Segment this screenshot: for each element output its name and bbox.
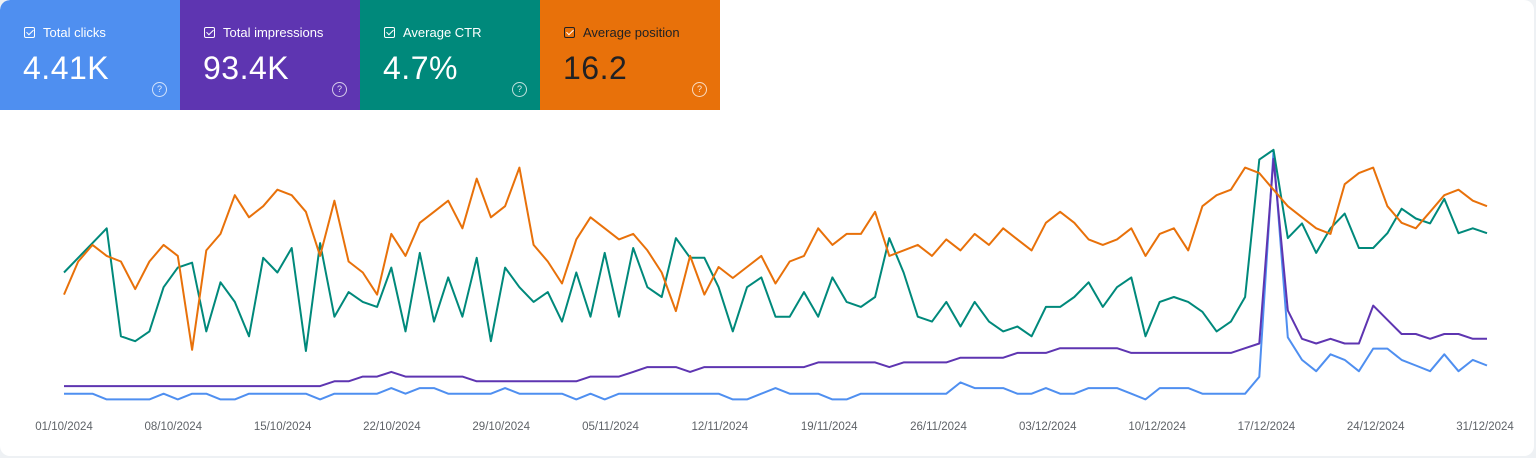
checkbox-checked-icon[interactable] — [384, 27, 395, 38]
x-tick-label: 19/11/2024 — [801, 421, 858, 433]
metric-card-total-clicks[interactable]: Total clicks 4.41K ? — [0, 0, 180, 110]
chart-series — [63, 148, 1488, 401]
x-tick-label: 26/11/2024 — [910, 421, 967, 433]
metric-label: Total impressions — [223, 25, 324, 40]
x-tick-label: 12/11/2024 — [691, 421, 748, 433]
x-tick-label: 22/10/2024 — [363, 421, 421, 433]
question-circle-icon[interactable]: ? — [152, 82, 167, 97]
x-tick-label: 15/10/2024 — [254, 421, 312, 433]
metric-header: Average CTR — [384, 25, 482, 40]
x-tick-label: 17/12/2024 — [1238, 421, 1296, 433]
question-circle-icon[interactable]: ? — [512, 82, 527, 97]
x-tick-label: 03/12/2024 — [1019, 421, 1077, 433]
metric-card-average-position[interactable]: Average position 16.2 ? — [540, 0, 720, 110]
metric-label: Total clicks — [43, 25, 106, 40]
metric-card-total-impressions[interactable]: Total impressions 93.4K ? — [180, 0, 360, 110]
metric-label: Average position — [583, 25, 680, 40]
question-circle-icon[interactable]: ? — [692, 82, 707, 97]
x-tick-label: 05/11/2024 — [582, 421, 639, 433]
metric-cards: Total clicks 4.41K ? Total impressions 9… — [0, 0, 720, 110]
metric-label: Average CTR — [403, 25, 482, 40]
metric-value: 4.41K — [23, 50, 110, 86]
series-line-clicks — [64, 150, 1488, 401]
question-circle-icon[interactable]: ? — [332, 82, 347, 97]
x-tick-label: 31/12/2024 — [1456, 421, 1514, 433]
metric-value: 93.4K — [203, 50, 290, 86]
series-line-ctr — [63, 148, 1488, 352]
metric-card-average-ctr[interactable]: Average CTR 4.7% ? — [360, 0, 540, 110]
checkbox-checked-icon[interactable] — [24, 27, 35, 38]
series-line-impressions — [64, 157, 1487, 388]
checkbox-checked-icon[interactable] — [204, 27, 215, 38]
x-axis: 01/10/2024 08/10/2024 15/10/2024 22/10/2024… — [35, 421, 1514, 433]
metric-header: Total clicks — [24, 25, 106, 40]
x-tick-label: 10/12/2024 — [1128, 421, 1186, 433]
x-tick-label: 29/10/2024 — [472, 421, 530, 433]
series-line-position — [63, 166, 1488, 351]
metric-header: Average position — [564, 25, 680, 40]
x-tick-label: 24/12/2024 — [1347, 421, 1405, 433]
metric-value: 16.2 — [563, 50, 628, 86]
x-tick-label: 01/10/2024 — [35, 421, 93, 433]
metric-value: 4.7% — [383, 50, 458, 86]
x-tick-label: 08/10/2024 — [145, 421, 203, 433]
metric-header: Total impressions — [204, 25, 323, 40]
checkbox-checked-icon[interactable] — [564, 27, 575, 38]
